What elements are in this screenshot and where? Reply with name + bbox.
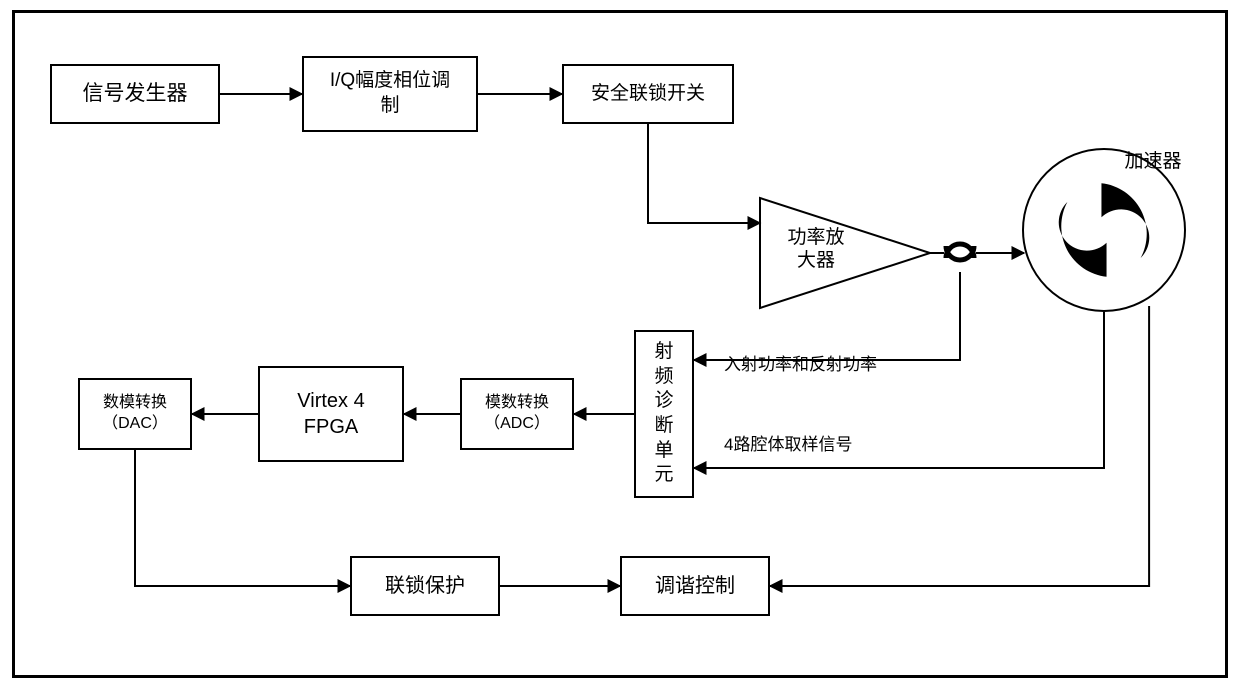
node-iq-modulator: I/Q幅度相位调制 (302, 56, 478, 132)
label: 联锁保护 (385, 573, 465, 599)
node-tuning-control: 调谐控制 (620, 556, 770, 616)
node-rf-diagnosis: 射频诊断单元 (634, 330, 694, 498)
label: 模数转换（ADC） (484, 393, 550, 435)
label: 安全联锁开关 (591, 82, 705, 107)
node-dac: 数模转换（DAC） (78, 378, 192, 450)
edge-label-cavity: 4路腔体取样信号 (724, 430, 852, 455)
label: 数模转换（DAC） (102, 393, 168, 435)
node-fpga: Virtex 4FPGA (258, 366, 404, 462)
node-adc: 模数转换（ADC） (460, 378, 574, 450)
label: 射频诊断单元 (654, 340, 673, 488)
node-amplifier-label: 功率放大器 (776, 227, 856, 273)
node-interlock: 联锁保护 (350, 556, 500, 616)
label: 调谐控制 (655, 573, 735, 599)
label: I/Q幅度相位调制 (330, 69, 450, 118)
node-safety-switch: 安全联锁开关 (562, 64, 734, 124)
node-accelerator-label: 加速器 (1125, 146, 1182, 173)
edge-label-power: 入射功率和反射功率 (724, 350, 877, 375)
label: 信号发生器 (83, 80, 188, 107)
node-signal-generator: 信号发生器 (50, 64, 220, 124)
label: Virtex 4FPGA (297, 388, 364, 440)
